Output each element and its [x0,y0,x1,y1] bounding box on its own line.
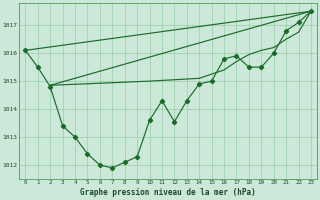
X-axis label: Graphe pression niveau de la mer (hPa): Graphe pression niveau de la mer (hPa) [80,188,256,197]
